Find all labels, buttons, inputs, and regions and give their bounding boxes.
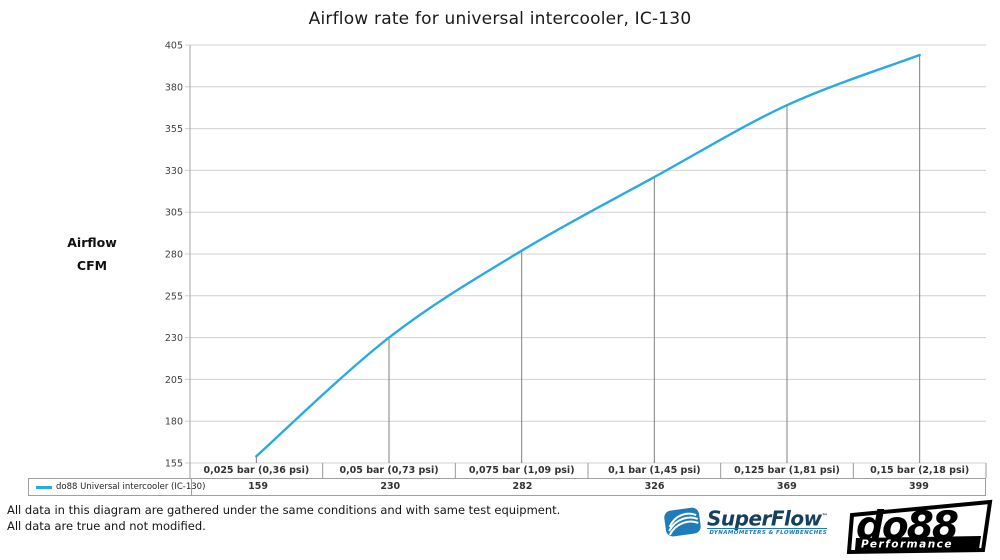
x-axis-label: 0,025 bar (0,36 psi) — [203, 465, 310, 476]
y-tick-label: 230 — [165, 333, 183, 344]
superflow-logo: SuperFlow™ DYNAMOMETERS & FLOWBENCHES — [663, 506, 828, 538]
y-tick-label: 405 — [165, 41, 183, 52]
y-axis-title-line2: CFM — [76, 258, 108, 273]
data-table-row: do88 Universal intercooler (IC-130) 159 … — [28, 478, 987, 496]
x-axis-labels: 0,025 bar (0,36 psi) 0,05 bar (0,73 psi)… — [190, 464, 986, 478]
series-line — [255, 53, 921, 458]
data-table-value: 369 — [776, 481, 797, 492]
x-axis-label: 0,15 bar (2,18 psi) — [870, 465, 970, 476]
y-tick-label: 355 — [165, 124, 183, 135]
y-tick-label: 155 — [165, 459, 183, 470]
x-axis-label: 0,1 bar (1,45 psi) — [608, 465, 701, 476]
data-table-value: 399 — [853, 479, 987, 495]
y-tick-label: 205 — [165, 375, 183, 386]
do88-tagline-text: Performance — [861, 539, 953, 551]
x-axis-label: 0,05 bar (0,73 psi) — [339, 465, 439, 476]
legend: do88 Universal intercooler (IC-130) — [28, 479, 205, 495]
superflow-waves-icon — [664, 507, 701, 537]
data-table-value: 159 — [248, 481, 268, 492]
legend-line-swatch-icon — [36, 485, 52, 489]
data-table-value: 282 — [512, 481, 533, 492]
y-axis-title-line1: Airflow — [67, 235, 117, 250]
do88-logo: do88 Performance — [845, 497, 995, 560]
disclaimer-line2: All data are true and not modified. — [7, 519, 206, 533]
y-tick-label: 380 — [165, 82, 183, 93]
x-axis-label: 0,075 bar (1,09 psi) — [468, 465, 575, 476]
y-tick-label: 305 — [165, 208, 183, 219]
superflow-tagline: DYNAMOMETERS & FLOWBENCHES — [707, 527, 828, 536]
y-tick-label: 180 — [165, 417, 183, 428]
x-axis-label: 0,125 bar (1,81 psi) — [734, 465, 840, 476]
trademark-symbol: ™ — [821, 513, 828, 520]
legend-series-label: do88 Universal intercooler (IC-130) — [56, 482, 206, 492]
y-axis-title: Airflow CFM — [38, 231, 146, 277]
chart-title: Airflow rate for universal intercooler, … — [308, 9, 692, 29]
y-tick-label: 255 — [165, 291, 183, 302]
superflow-wordmark: SuperFlow™ DYNAMOMETERS & FLOWBENCHES — [707, 506, 828, 536]
disclaimer-text: All data in this diagram are gathered un… — [7, 502, 560, 534]
data-table-value: 326 — [644, 481, 665, 492]
y-tick-label: 330 — [165, 166, 183, 177]
superflow-name: SuperFlow — [707, 506, 822, 531]
plot-area: 405 380 355 330 305 280 255 230 205 180 155 — [165, 41, 987, 478]
disclaimer-line1: All data in this diagram are gathered un… — [7, 503, 561, 517]
y-tick-label: 280 — [165, 250, 183, 261]
do88-logo-graphic: do88 Performance — [846, 499, 993, 555]
data-table-value: 230 — [380, 481, 401, 492]
